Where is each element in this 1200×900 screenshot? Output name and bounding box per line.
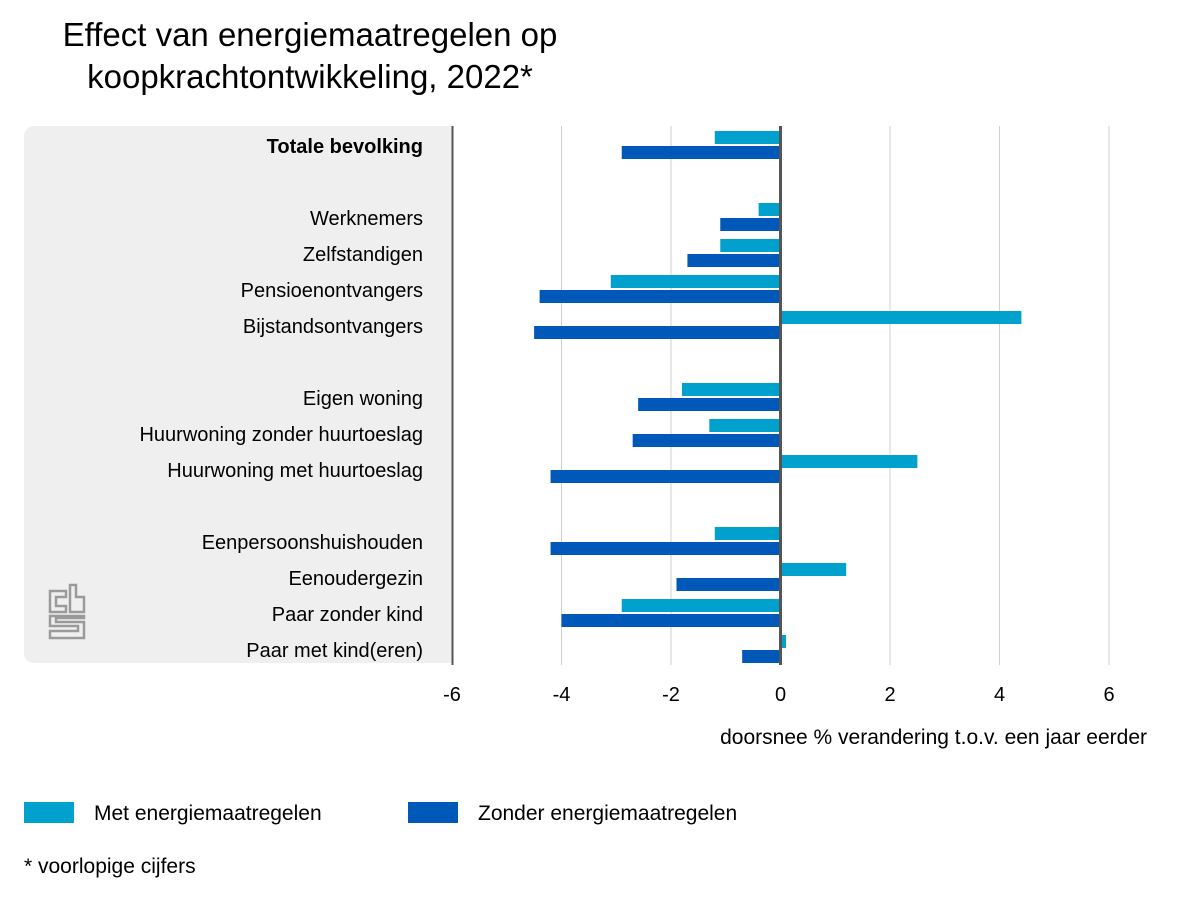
bar — [561, 614, 781, 627]
bar — [720, 239, 781, 252]
bar — [714, 527, 781, 540]
bars — [534, 131, 1022, 663]
bar — [714, 131, 781, 144]
legend-label: Met energiemaatregelen — [94, 802, 322, 825]
category-labels: Totale bevolking Werknemers Zelfstandigen P… — [139, 136, 423, 662]
x-tick-labels: -6 -4 -2 0 2 4 6 — [443, 684, 1114, 706]
bar — [758, 203, 781, 216]
category-label: Huurwoning zonder huurtoeslag — [139, 424, 423, 446]
bar — [534, 326, 781, 339]
cbs-logo — [48, 583, 86, 640]
chart-background — [24, 126, 1132, 666]
gridlines — [561, 126, 1110, 665]
bar — [709, 419, 781, 432]
legend-swatch — [408, 802, 458, 823]
category-label: Bijstandsontvangers — [243, 316, 423, 338]
category-label: Pensioenontvangers — [241, 280, 423, 302]
axes — [451, 126, 782, 665]
bar — [539, 290, 781, 303]
plot-area — [452, 126, 1132, 666]
bar — [780, 455, 918, 468]
bar — [780, 311, 1022, 324]
bar — [621, 599, 781, 612]
x-axis-title: doorsnee % verandering t.o.v. een jaar e… — [720, 726, 1147, 749]
bar — [676, 578, 781, 591]
bar — [610, 275, 781, 288]
bar — [638, 398, 781, 411]
x-tick-label: -6 — [443, 684, 461, 706]
bar — [742, 650, 781, 663]
category-label: Eenpersoonshuishouden — [202, 532, 423, 554]
legend-label: Zonder energiemaatregelen — [478, 802, 737, 825]
x-tick-label: -2 — [662, 684, 680, 706]
cbs-logo-mark — [48, 583, 86, 640]
category-label: Huurwoning met huurtoeslag — [167, 460, 423, 482]
footnote: * voorlopige cijfers — [24, 855, 196, 878]
category-label: Werknemers — [310, 208, 423, 230]
bar — [720, 218, 781, 231]
bar — [621, 146, 781, 159]
bar — [550, 470, 781, 483]
category-label: Totale bevolking — [267, 136, 423, 158]
category-label: Eenoudergezin — [288, 568, 423, 590]
legend-swatch — [24, 802, 74, 823]
bar — [681, 383, 781, 396]
x-tick-label: 4 — [994, 684, 1005, 706]
category-label: Paar zonder kind — [272, 604, 423, 626]
bar — [687, 254, 781, 267]
chart-title: Effect van energiemaatregelen op koopkra… — [62, 16, 558, 95]
category-label: Eigen woning — [303, 388, 423, 410]
category-label: Zelfstandigen — [303, 244, 423, 266]
bar — [780, 563, 847, 576]
x-tick-label: -4 — [553, 684, 571, 706]
category-label: Paar met kind(eren) — [246, 640, 423, 662]
bar — [780, 635, 786, 648]
x-tick-label: 6 — [1103, 684, 1114, 706]
x-tick-label: 0 — [775, 684, 786, 706]
x-tick-label: 2 — [884, 684, 895, 706]
bar — [632, 434, 781, 447]
bar — [550, 542, 781, 555]
legend: Met energiemaatregelen Zonder energiemaat… — [24, 802, 737, 825]
